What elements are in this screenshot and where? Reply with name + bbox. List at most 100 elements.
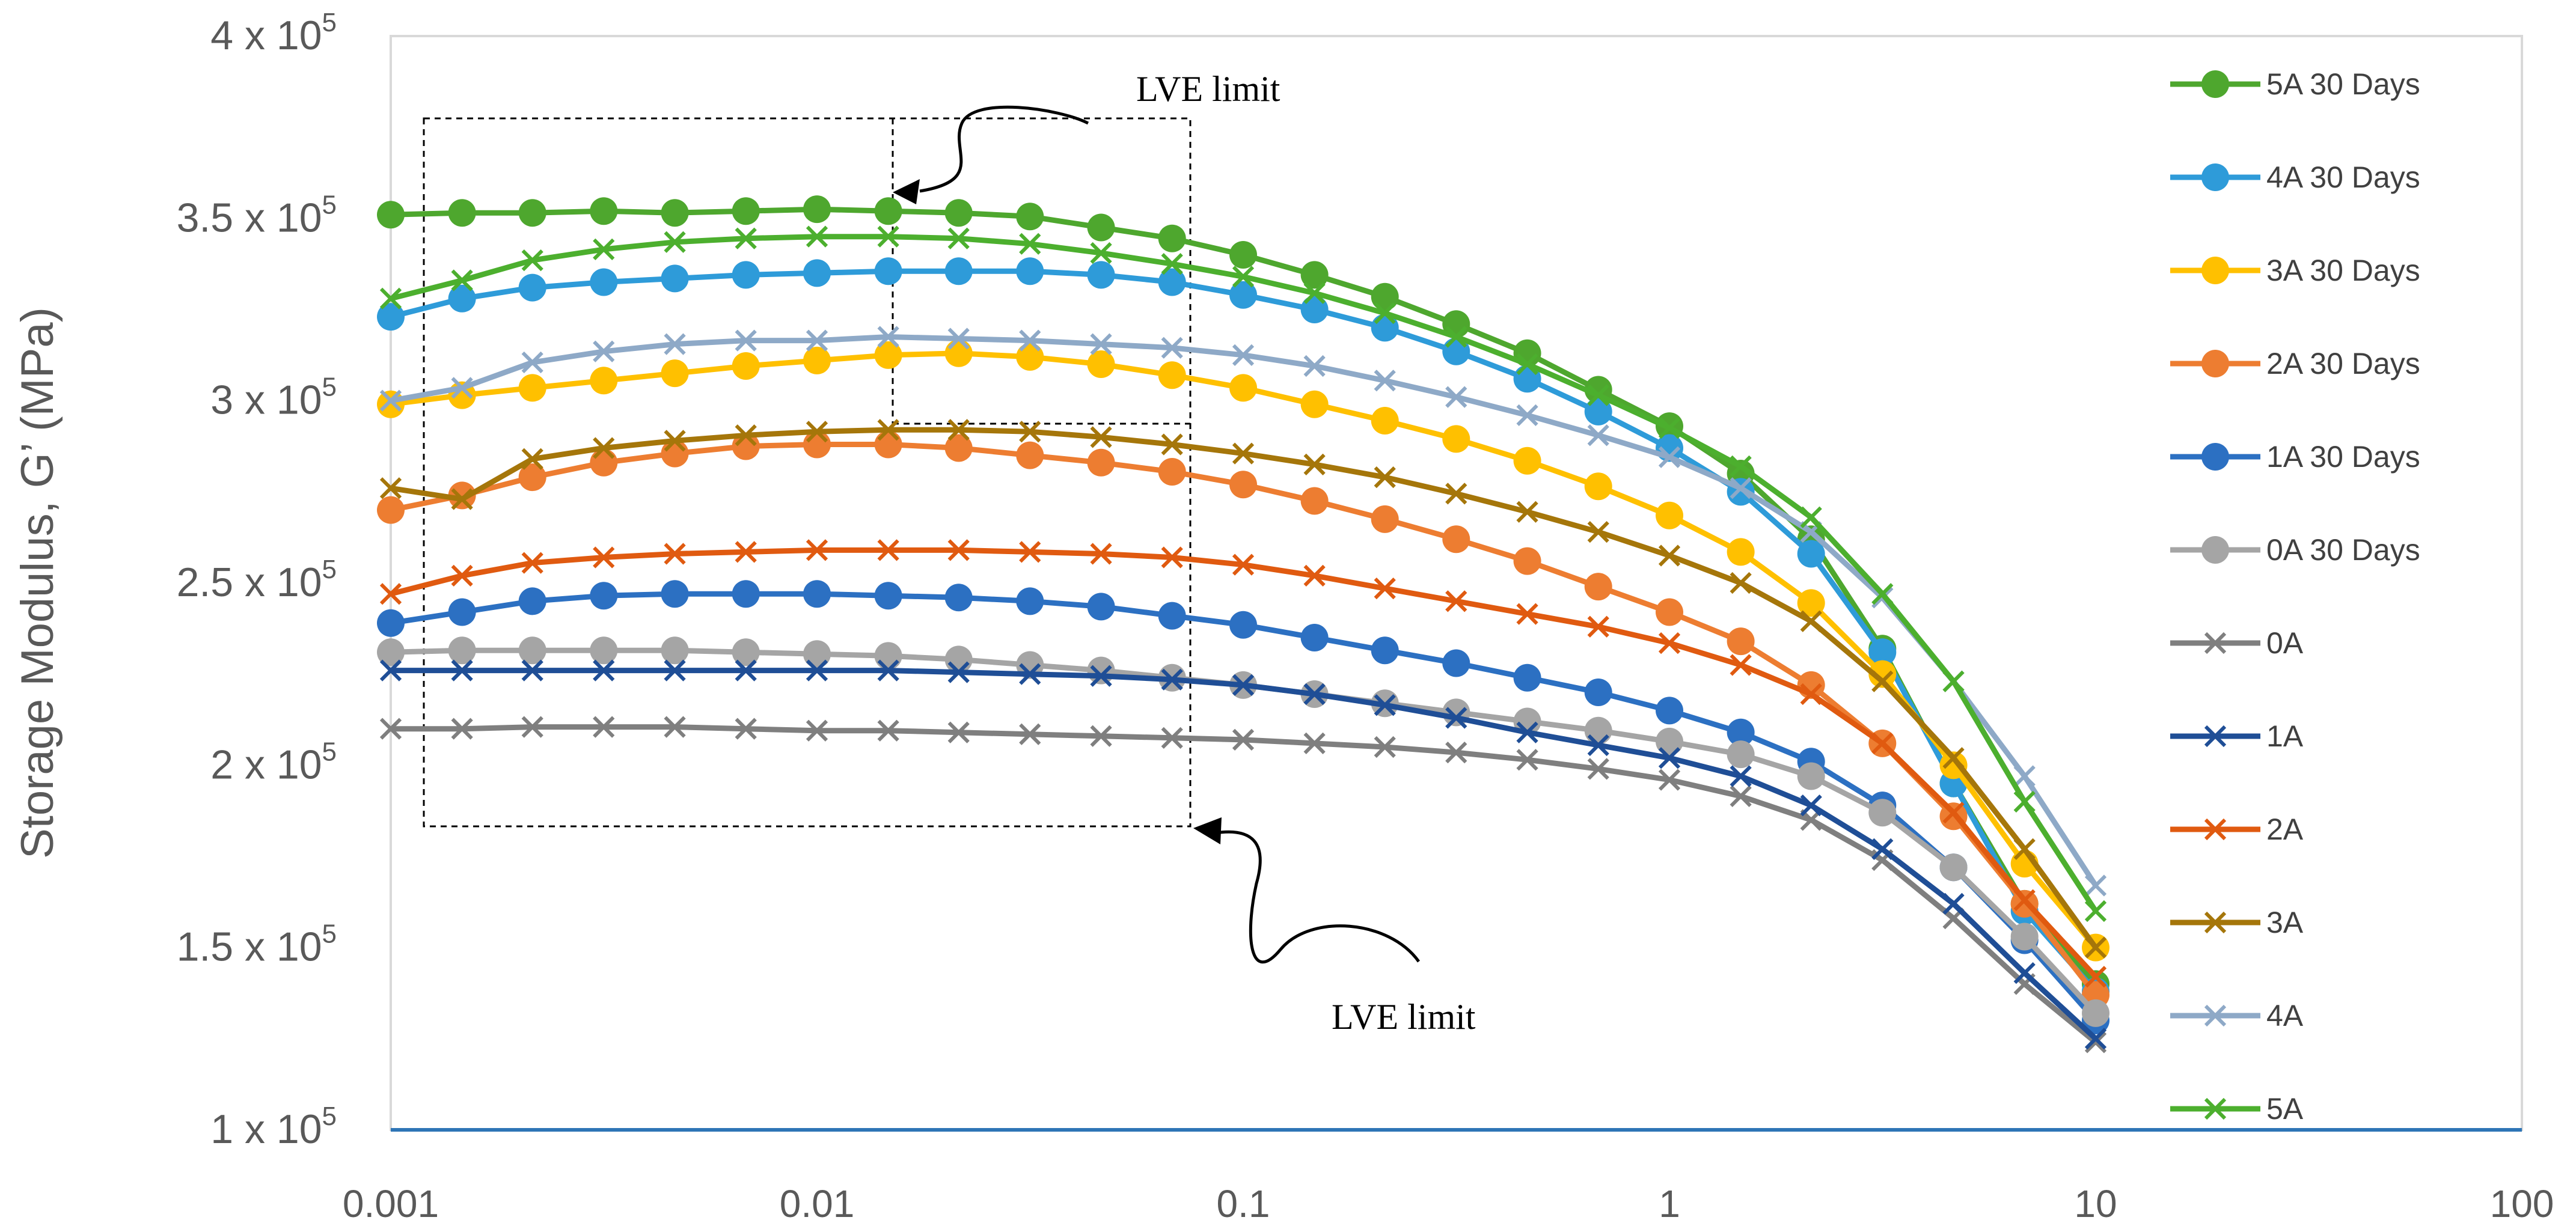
y-tick-exponent: 5 <box>322 8 337 37</box>
data-point <box>664 333 686 355</box>
data-point <box>1658 446 1681 468</box>
data-point <box>1232 266 1255 288</box>
legend-label: 2A 30 Days <box>2266 347 2420 380</box>
data-point <box>806 421 828 443</box>
data-point <box>947 539 970 561</box>
data-point <box>593 437 615 459</box>
data-point <box>947 661 970 683</box>
y-tick-label: 2.5 x 105 <box>177 555 337 605</box>
y-tick-label: 1 x 105 <box>210 1102 337 1152</box>
data-point <box>735 227 757 249</box>
data-point <box>377 303 405 331</box>
series-line <box>388 591 2099 1023</box>
data-point <box>1584 472 1612 501</box>
legend-swatch-marker <box>2204 818 2227 841</box>
y-tick-label: 3.5 x 105 <box>177 190 337 240</box>
data-point <box>1229 241 1257 269</box>
data-point <box>803 580 831 608</box>
data-point <box>1303 683 1326 706</box>
plot-frame <box>390 35 2523 1132</box>
data-point <box>661 580 689 608</box>
data-point <box>1161 546 1183 569</box>
data-point <box>1797 589 1825 617</box>
data-point <box>1730 477 1752 499</box>
data-point <box>1090 426 1112 448</box>
data-point <box>2013 838 2036 860</box>
data-point <box>1161 727 1183 749</box>
data-point <box>377 496 405 524</box>
data-point <box>377 609 405 637</box>
data-point <box>1300 261 1329 289</box>
data-point <box>1161 433 1183 456</box>
data-point <box>1016 587 1044 615</box>
legend-swatch-marker <box>2201 536 2229 564</box>
legend-swatch-marker <box>2204 632 2227 654</box>
legend-label: 2A <box>2266 813 2304 846</box>
data-point <box>1303 453 1326 475</box>
data-point <box>1656 727 1683 755</box>
data-point <box>521 716 543 738</box>
data-point <box>1090 543 1112 565</box>
data-point <box>874 257 902 285</box>
data-point <box>451 488 473 510</box>
data-point <box>661 264 689 293</box>
data-point <box>874 430 902 459</box>
data-point <box>1300 487 1329 515</box>
data-point <box>1587 734 1609 757</box>
data-point <box>593 659 615 682</box>
data-point <box>1727 718 1755 746</box>
data-point <box>1019 663 1041 685</box>
y-tick-mantissa: 2 x 10 <box>210 742 322 787</box>
data-point <box>1087 593 1115 621</box>
data-point <box>1587 758 1609 780</box>
data-point <box>1087 261 1115 289</box>
data-point <box>664 543 686 565</box>
data-point <box>1942 670 1965 692</box>
legend-entry: 4A <box>2170 999 2304 1032</box>
legend-swatch-marker <box>2201 443 2229 471</box>
data-point <box>1371 282 1399 311</box>
data-point <box>1232 554 1255 576</box>
data-point <box>1300 296 1329 323</box>
data-point <box>590 197 618 225</box>
data-point <box>448 199 476 227</box>
y-tick-mantissa: 1 x 10 <box>210 1106 322 1152</box>
data-point <box>521 448 543 470</box>
data-point <box>661 199 689 227</box>
legend-label: 0A <box>2266 626 2304 660</box>
data-point <box>735 541 757 563</box>
data-point <box>1445 326 1467 348</box>
data-point <box>1232 344 1255 366</box>
data-point <box>1445 590 1467 612</box>
data-point <box>1942 747 1965 769</box>
x-tick-label: 0.1 <box>1217 1182 1270 1225</box>
data-point <box>379 389 402 412</box>
data-point <box>1442 525 1470 554</box>
data-point <box>521 659 543 682</box>
data-point <box>1442 425 1470 453</box>
data-point <box>1587 520 1609 543</box>
data-point <box>735 718 757 740</box>
data-point <box>806 659 828 682</box>
annotations: LVE limit LVE limit <box>893 69 1476 1037</box>
data-point <box>2013 790 2036 813</box>
data-point <box>1730 455 1752 477</box>
data-point <box>806 329 828 352</box>
data-point <box>1800 683 1822 706</box>
data-point <box>1727 627 1755 656</box>
data-point <box>1730 572 1752 594</box>
data-point <box>877 719 899 742</box>
data-point <box>732 352 760 380</box>
data-point <box>1584 679 1612 706</box>
data-point <box>1442 649 1470 677</box>
data-point <box>1158 361 1186 389</box>
data-point <box>593 238 615 261</box>
data-point <box>1374 694 1396 716</box>
y-tick-exponent: 5 <box>322 1102 337 1131</box>
series-5a <box>379 225 2107 923</box>
data-point <box>1658 747 1681 769</box>
data-point <box>1019 541 1041 563</box>
data-point <box>1087 213 1115 242</box>
data-point <box>451 659 473 682</box>
